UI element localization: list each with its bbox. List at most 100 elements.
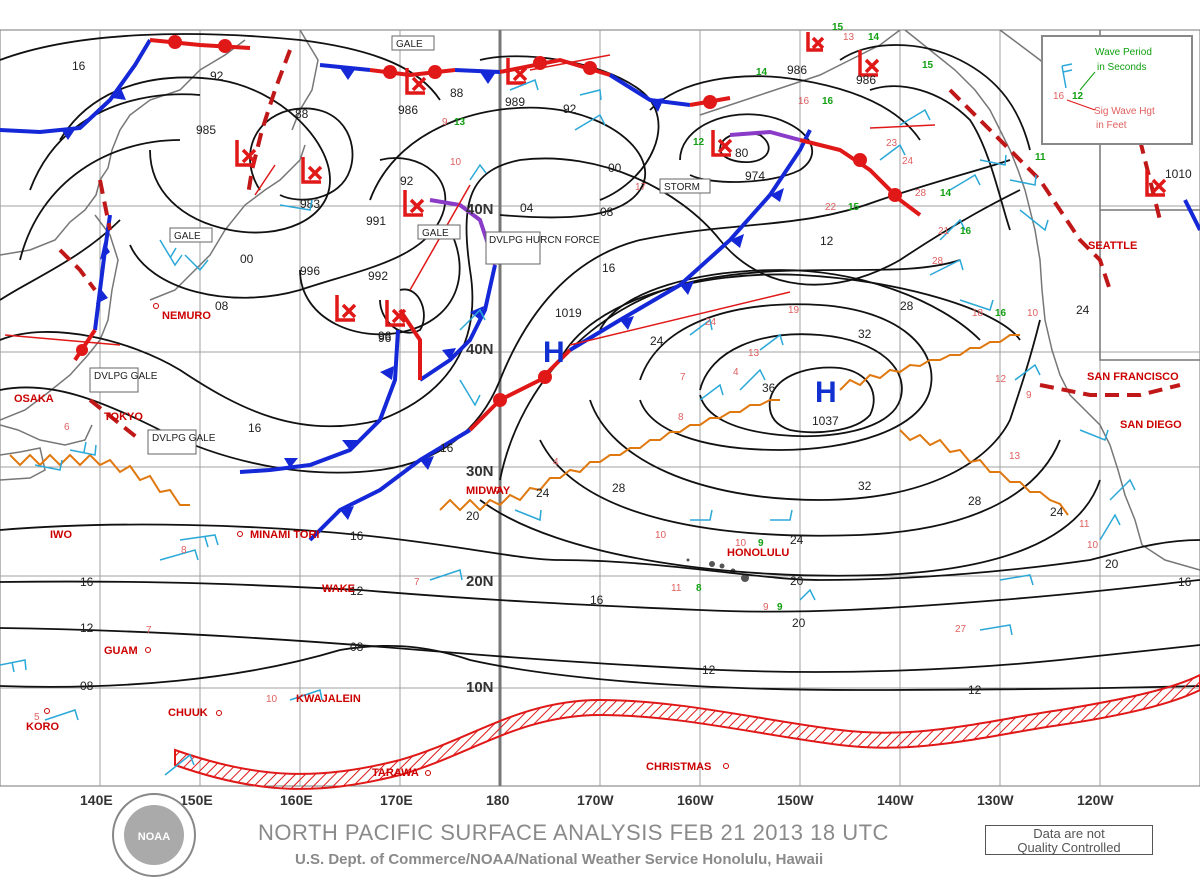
map-subtitle: U.S. Dept. of Commerce/NOAA/National Wea… (295, 851, 824, 868)
city-label: KORO (26, 721, 59, 733)
isobar-label: 20 (466, 509, 480, 523)
isobar-label: 16 (248, 421, 262, 435)
wave-height-value: 18 (972, 308, 984, 319)
low-pressure-centers (235, 32, 1167, 327)
warning-box: GALE (169, 227, 213, 243)
wave-height-value: 7 (680, 372, 686, 383)
wave-height-value: 22 (825, 202, 837, 213)
wave-period-value: 11 (1035, 152, 1046, 163)
city-label: KWAJALEIN (296, 693, 361, 705)
isobar-label: 12 (80, 621, 94, 635)
legend-wave-period: Wave Period (1095, 47, 1152, 58)
legend-sig-wave-units: in Feet (1096, 120, 1127, 131)
isobar-label: 16 (590, 593, 604, 607)
isobar-label: 08 (350, 640, 364, 654)
isobar-labels: 16 92 88 00 08 16 96 92 88 92 80 00 04 0… (72, 59, 1192, 697)
low-center (806, 32, 825, 52)
itcz-band (174, 673, 1200, 790)
wave-height-value: 10 (266, 694, 278, 705)
low-pressure-label: 1010 (1165, 167, 1192, 181)
wave-height-value: 23 (886, 138, 898, 149)
wave-period-value: 15 (848, 202, 860, 213)
wave-height-value: 21 (938, 226, 950, 237)
low-pressure-label: 986 (398, 103, 418, 117)
low-center (858, 50, 880, 77)
wave-height-value: 9 (442, 117, 448, 128)
high-pressure-label: 1037 (812, 414, 839, 428)
low-center (403, 190, 425, 217)
wave-period-value: 13 (454, 117, 466, 128)
longitude-label: 150W (777, 792, 814, 808)
wave-period-value: 15 (922, 60, 934, 71)
isobar-label: 36 (762, 381, 776, 395)
noaa-logo-seal: NOAA (124, 805, 184, 865)
wave-height-value: 7 (146, 625, 152, 636)
longitude-label: 170E (380, 792, 413, 808)
isobar-label: 16 (602, 261, 616, 275)
city-label: CHUUK (168, 707, 208, 719)
wave-height-value: 4 (733, 367, 739, 378)
wave-height-value: 11 (671, 583, 682, 594)
wave-height-value: 24 (705, 317, 717, 328)
latitude-label: 10N (466, 679, 494, 696)
isobar-label: 88 (450, 86, 464, 100)
city-label: SAN FRANCISCO (1087, 371, 1179, 383)
wave-period-value: 9 (758, 538, 764, 549)
wave-height-value: 10 (1087, 540, 1099, 551)
latitude-label: 20N (466, 573, 494, 590)
warning-box: DVLPG GALE (89, 367, 158, 393)
city-label: TOKYO (104, 411, 143, 423)
low-center (301, 157, 323, 184)
noaa-logo-text: NOAA (137, 831, 171, 843)
high-center-west: H (543, 336, 565, 369)
wave-period-value: 14 (756, 67, 768, 78)
wave-height-value: 19 (788, 305, 800, 316)
warning-box: DVLPG GALE (147, 429, 216, 455)
observations: 9 10 13 17 22 23 24 28 21 28 18 10 24 13… (34, 22, 1099, 723)
city-label: SAN DIEGO (1120, 419, 1182, 431)
wave-height-value: 6 (64, 422, 70, 433)
isobar-label: 28 (900, 299, 914, 313)
longitude-label: 140E (80, 792, 113, 808)
isobar-label: 12 (820, 234, 834, 248)
latitude-label: 30N (466, 463, 494, 480)
city-label: MINAMI TORI (250, 529, 319, 541)
isobar-label: 92 (210, 69, 224, 83)
low-pressure-label: 983 (300, 197, 320, 211)
low-pressure-label: 989 (505, 95, 525, 109)
warning-box: STORM (659, 178, 711, 194)
warning-text: STORM (664, 182, 700, 193)
wave-height-value: 5 (34, 712, 40, 723)
isobar-label: 80 (735, 146, 749, 160)
high-pressure-label: 1019 (555, 306, 582, 320)
wave-height-value: 28 (932, 256, 944, 267)
isobar-label: 96 (378, 329, 392, 343)
wave-height-value: 9 (1026, 390, 1032, 401)
wave-height-value: 10 (735, 538, 747, 549)
wind-barbs (0, 78, 1136, 776)
low-center (1145, 170, 1167, 197)
latitude-label: 40N (466, 201, 494, 218)
isobar-label: 24 (536, 486, 550, 500)
isobar-label: 32 (858, 327, 872, 341)
wave-height-value: 17 (635, 182, 647, 193)
isobar-label: 00 (240, 252, 254, 266)
isobar-label: 04 (520, 201, 534, 215)
city-label: OSAKA (14, 393, 54, 405)
legend-box: Wave Period in Seconds Sig Wave Hgt in F… (1041, 35, 1193, 145)
city-label: SEATTLE (1088, 240, 1137, 252)
city-label: NEMURO (162, 310, 211, 322)
longitude-label: 150E (180, 792, 213, 808)
isobar-label: 16 (1178, 575, 1192, 589)
low-pressure-label: 986 (856, 73, 876, 87)
isobar-label: 28 (968, 494, 982, 508)
wave-height-value: 24 (902, 156, 914, 167)
wave-height-value: 4 (553, 457, 559, 468)
isobar-label: 92 (563, 102, 577, 116)
city-labels: NEMURO OSAKA TOKYO IWO MINAMI TORI WAKE … (14, 240, 1182, 779)
longitude-label: 120W (1077, 792, 1114, 808)
wave-period-value: 15 (832, 22, 844, 33)
low-pressure-label: 996 (300, 264, 320, 278)
low-pressure-label: 991 (366, 214, 386, 228)
wave-period-value: 14 (868, 32, 880, 43)
